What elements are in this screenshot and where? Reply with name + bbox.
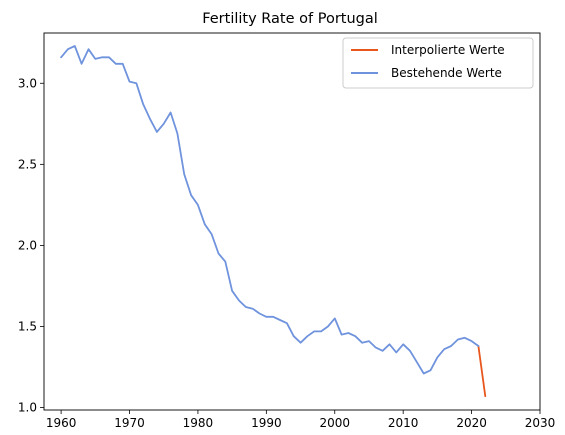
legend-label-interpolated: Interpolierte Werte [391,43,505,57]
y-tick-label: 1.5 [18,319,37,333]
x-tick-label: 1960 [46,416,77,430]
y-tick-label: 2.0 [18,238,37,252]
series-line-interpolated [477,345,487,398]
x-tick-label: 2030 [525,416,556,430]
plot-frame [43,32,541,411]
y-tick-label: 1.0 [18,401,37,415]
series-line-existing [60,45,480,375]
x-tick-label: 2000 [319,416,350,430]
x-tick-label: 2010 [388,416,419,430]
legend: Interpolierte Werte Bestehende Werte [342,37,534,89]
y-tick-label: 3.0 [18,76,37,90]
x-tick-label: 1980 [183,416,214,430]
x-axis-ticks: 1960 1970 1980 1990 2000 2010 2020 2030 [46,410,555,430]
y-tick-label: 2.5 [18,157,37,171]
x-tick-label: 1990 [251,416,282,430]
series-layer [60,45,487,398]
y-axis-ticks: 1.0 1.5 2.0 2.5 3.0 [18,76,44,415]
x-tick-label: 1970 [114,416,145,430]
chart-title: Fertility Rate of Portugal [202,11,378,27]
legend-label-existing: Bestehende Werte [391,66,502,80]
legend-box [342,37,534,89]
x-tick-label: 2020 [456,416,487,430]
